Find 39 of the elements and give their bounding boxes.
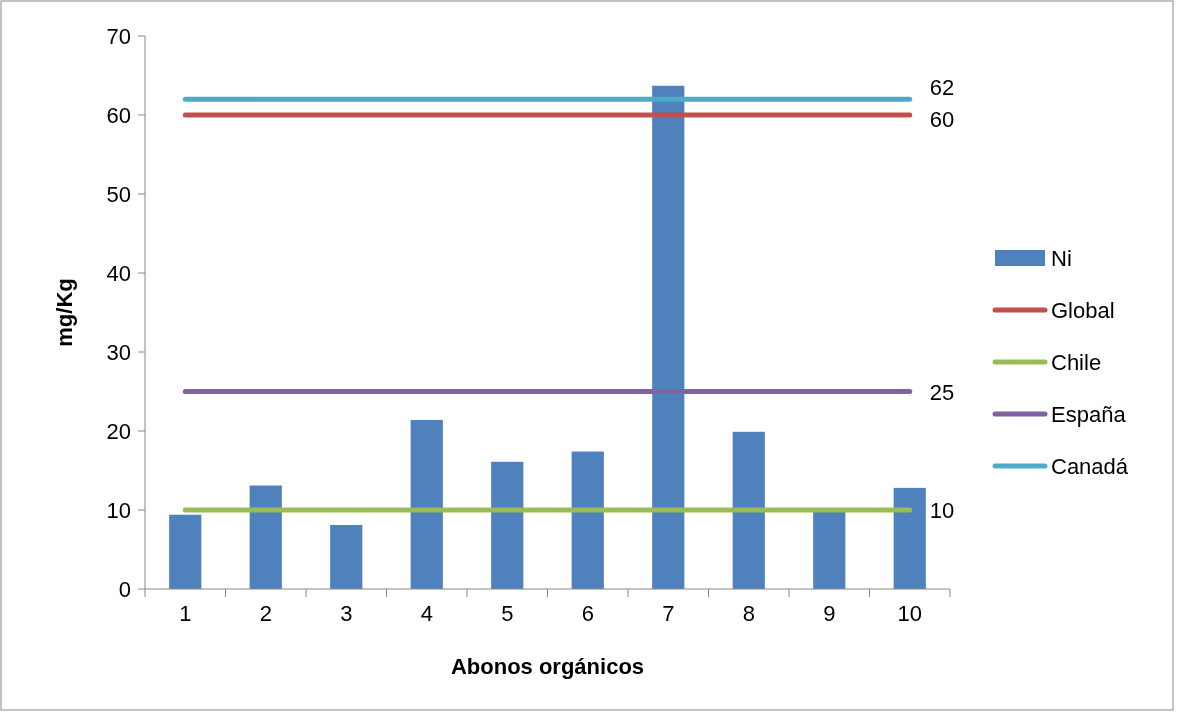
y-tick-label: 0 xyxy=(118,576,131,602)
y-tick-label: 60 xyxy=(106,102,131,128)
data-label: 62 xyxy=(929,75,955,101)
x-tick-label: 8 xyxy=(742,601,755,626)
legend-label: España xyxy=(1051,401,1127,427)
legend-label: Chile xyxy=(1051,349,1102,375)
bar xyxy=(330,525,363,589)
x-tick-label: 5 xyxy=(501,601,514,626)
x-tick-label: 6 xyxy=(581,601,594,626)
x-tick-label: 3 xyxy=(340,601,353,626)
x-tick-label: 1 xyxy=(179,601,192,626)
bar xyxy=(410,419,443,589)
data-label: 25 xyxy=(929,379,955,405)
legend-label: Ni xyxy=(1051,245,1072,271)
data-label: 10 xyxy=(929,498,955,523)
bar xyxy=(893,487,926,589)
bar xyxy=(652,85,685,589)
y-tick-label: 10 xyxy=(106,497,131,523)
legend-label: Global xyxy=(1051,297,1115,323)
y-axis-title: mg/Kg xyxy=(52,278,77,347)
bar xyxy=(813,510,846,589)
x-tick-label: 10 xyxy=(897,601,922,626)
data-label: 60 xyxy=(929,107,955,132)
bar xyxy=(249,485,282,589)
x-tick-label: 2 xyxy=(259,601,272,626)
x-tick-label: 4 xyxy=(420,601,433,626)
bar xyxy=(491,461,524,589)
x-axis-title: Abonos orgánicos xyxy=(450,654,645,679)
legend-label: Canadá xyxy=(1051,453,1129,479)
y-tick-label: 30 xyxy=(106,339,131,365)
y-tick-label: 50 xyxy=(106,181,131,207)
y-tick-label: 20 xyxy=(106,418,131,444)
bar xyxy=(571,451,604,589)
bar xyxy=(732,431,765,589)
x-tick-label: 7 xyxy=(662,601,675,626)
y-tick-label: 70 xyxy=(106,23,131,49)
bar xyxy=(169,514,202,589)
y-tick-label: 40 xyxy=(106,260,131,286)
x-tick-label: 9 xyxy=(823,601,836,626)
